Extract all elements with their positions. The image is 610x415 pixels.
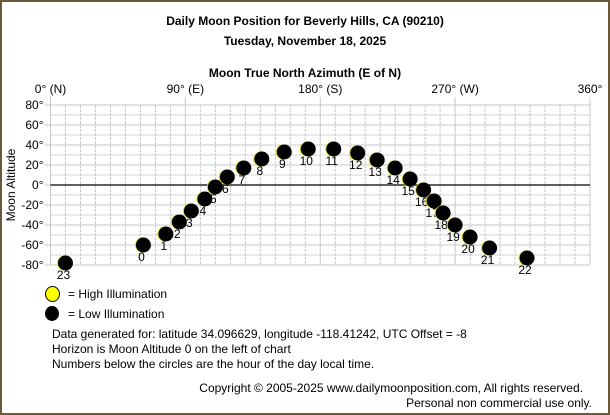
y-tick-label: -20° (21, 198, 43, 212)
hour-label-3: 3 (186, 216, 193, 230)
moon-point-6 (219, 169, 235, 185)
hour-label-9: 9 (279, 157, 286, 171)
x-tick-label: 180° (S) (298, 82, 342, 96)
y-tick-label: 40° (25, 138, 43, 152)
hour-label-21: 21 (481, 253, 495, 267)
note-location: Data generated for: latitude 34.096629, … (52, 327, 467, 341)
moon-point-13 (369, 152, 385, 168)
copyright: Copyright © 2005-2025 www.dailymoonposit… (199, 381, 583, 395)
hour-label-8: 8 (256, 164, 263, 178)
hour-label-19: 19 (446, 230, 460, 244)
usage-note: Personal non commercial use only. (406, 396, 592, 410)
hour-label-18: 18 (434, 218, 448, 232)
moon-point-5 (207, 179, 223, 195)
hour-label-2: 2 (174, 227, 181, 241)
moon-point-22 (519, 250, 535, 266)
hour-label-7: 7 (238, 173, 245, 187)
hour-label-14: 14 (387, 173, 401, 187)
moon-point-14 (387, 160, 403, 176)
chart-title: Daily Moon Position for Beverly Hills, C… (166, 14, 444, 28)
x-tick-label: 270° (W) (431, 82, 478, 96)
x-tick-label: 90° (E) (167, 82, 204, 96)
y-tick-label: 0° (32, 178, 44, 192)
moon-point-2 (171, 214, 187, 230)
y-tick-label: 80° (25, 98, 43, 112)
moon-point-18 (435, 205, 451, 221)
moon-point-16 (416, 182, 432, 198)
hour-label-4: 4 (200, 204, 207, 218)
y-tick-label: 60° (25, 118, 43, 132)
legend-high-label: = High Illumination (68, 287, 168, 301)
moon-point-21 (482, 240, 498, 256)
legend-low-label: = Low Illumination (68, 307, 165, 321)
hour-label-20: 20 (461, 242, 475, 256)
moon-point-17 (426, 193, 442, 209)
moon-point-4 (197, 191, 213, 207)
hour-label-5: 5 (210, 192, 217, 206)
moon-point-3 (183, 203, 199, 219)
moon-point-7 (236, 160, 252, 176)
x-axis-label: Moon True North Azimuth (E of N) (208, 66, 402, 80)
hour-label-22: 22 (518, 263, 532, 277)
moon-point-0 (135, 237, 151, 253)
moon-point-15 (402, 171, 418, 187)
moon-point-23 (57, 255, 73, 271)
x-tick-label: 0° (N) (35, 82, 66, 96)
moon-point-12 (350, 145, 366, 161)
chart-subtitle: Tuesday, November 18, 2025 (223, 34, 387, 48)
moon-point-11 (326, 141, 342, 157)
hour-label-11: 11 (326, 154, 339, 168)
moon-point-8 (254, 151, 270, 167)
hour-label-15: 15 (401, 184, 415, 198)
x-tick-label: 360° (578, 82, 603, 96)
hour-label-1: 1 (161, 239, 168, 253)
hour-label-0: 0 (138, 250, 145, 264)
moon-point-1 (158, 226, 174, 242)
hour-label-16: 16 (415, 195, 429, 209)
y-tick-label: -80° (21, 258, 43, 272)
y-tick-label: -60° (21, 238, 43, 252)
y-axis-label: Moon Altitude (4, 148, 18, 221)
moon-point-9 (276, 144, 292, 160)
hour-label-13: 13 (369, 165, 383, 179)
hour-label-6: 6 (222, 182, 229, 196)
low-illumination-swatch (45, 306, 59, 321)
high-illumination-swatch (45, 286, 60, 302)
moon-point-10 (300, 141, 316, 157)
hour-label-12: 12 (349, 158, 363, 172)
hour-label-10: 10 (300, 154, 314, 168)
hour-label-23: 23 (57, 268, 71, 282)
y-tick-label: 20° (25, 158, 43, 172)
note-horizon: Horizon is Moon Altitude 0 on the left o… (52, 342, 291, 356)
moon-point-20 (462, 229, 478, 245)
y-tick-label: -40° (21, 218, 43, 232)
moon-point-19 (447, 217, 463, 233)
note-hours: Numbers below the circles are the hour o… (52, 357, 375, 371)
